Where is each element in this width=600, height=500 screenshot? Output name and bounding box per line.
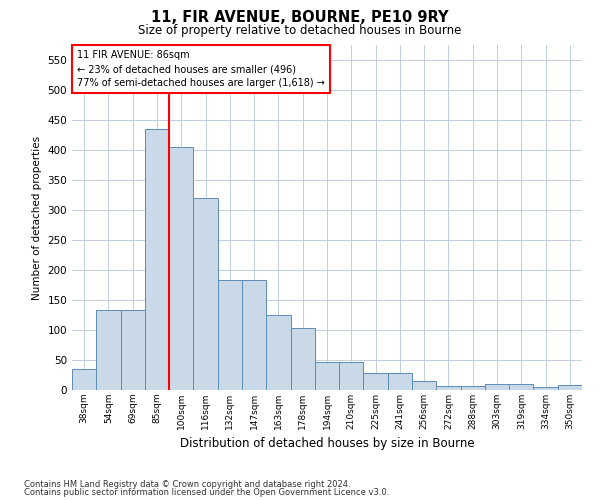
X-axis label: Distribution of detached houses by size in Bourne: Distribution of detached houses by size … xyxy=(179,438,475,450)
Bar xyxy=(533,387,558,390)
Text: Contains HM Land Registry data © Crown copyright and database right 2024.: Contains HM Land Registry data © Crown c… xyxy=(24,480,350,489)
Bar xyxy=(266,315,290,390)
Bar xyxy=(218,280,242,390)
Bar xyxy=(461,386,485,390)
Bar xyxy=(485,384,509,390)
Text: 11, FIR AVENUE, BOURNE, PE10 9RY: 11, FIR AVENUE, BOURNE, PE10 9RY xyxy=(151,10,449,25)
Bar xyxy=(193,198,218,390)
Bar xyxy=(145,129,169,390)
Text: Size of property relative to detached houses in Bourne: Size of property relative to detached ho… xyxy=(139,24,461,37)
Bar xyxy=(169,147,193,390)
Y-axis label: Number of detached properties: Number of detached properties xyxy=(32,136,42,300)
Bar xyxy=(364,372,388,390)
Bar xyxy=(388,372,412,390)
Text: 11 FIR AVENUE: 86sqm
← 23% of detached houses are smaller (496)
77% of semi-deta: 11 FIR AVENUE: 86sqm ← 23% of detached h… xyxy=(77,50,325,88)
Bar xyxy=(121,310,145,390)
Bar xyxy=(339,362,364,390)
Bar xyxy=(96,310,121,390)
Bar xyxy=(315,362,339,390)
Bar xyxy=(509,384,533,390)
Text: Contains public sector information licensed under the Open Government Licence v3: Contains public sector information licen… xyxy=(24,488,389,497)
Bar xyxy=(412,381,436,390)
Bar xyxy=(290,328,315,390)
Bar xyxy=(436,386,461,390)
Bar xyxy=(72,369,96,390)
Bar xyxy=(242,280,266,390)
Bar xyxy=(558,385,582,390)
